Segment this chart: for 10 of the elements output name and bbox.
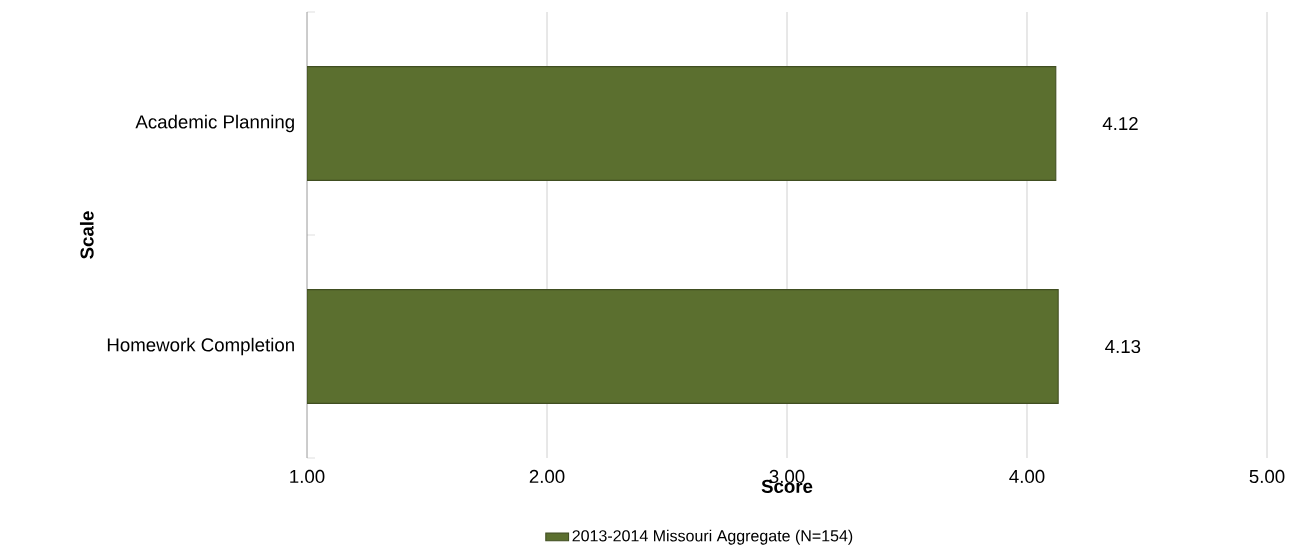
x-tick-label: 1.00 (290, 469, 325, 484)
x-tick-label: 5.00 (1249, 469, 1285, 484)
legend-label: 2013-2014 Missouri Aggregate (N=154) (572, 529, 853, 545)
data-label: 4.12 (1102, 116, 1138, 131)
x-tick-label: 2.00 (529, 469, 565, 484)
data-label: 4.13 (1105, 339, 1141, 354)
y-tick-label: Homework Completion (107, 337, 294, 356)
y-tick-label: Academic Planning (135, 114, 294, 133)
y-axis-title: Scale (79, 211, 94, 259)
x-tick-label: 4.00 (1009, 469, 1045, 484)
